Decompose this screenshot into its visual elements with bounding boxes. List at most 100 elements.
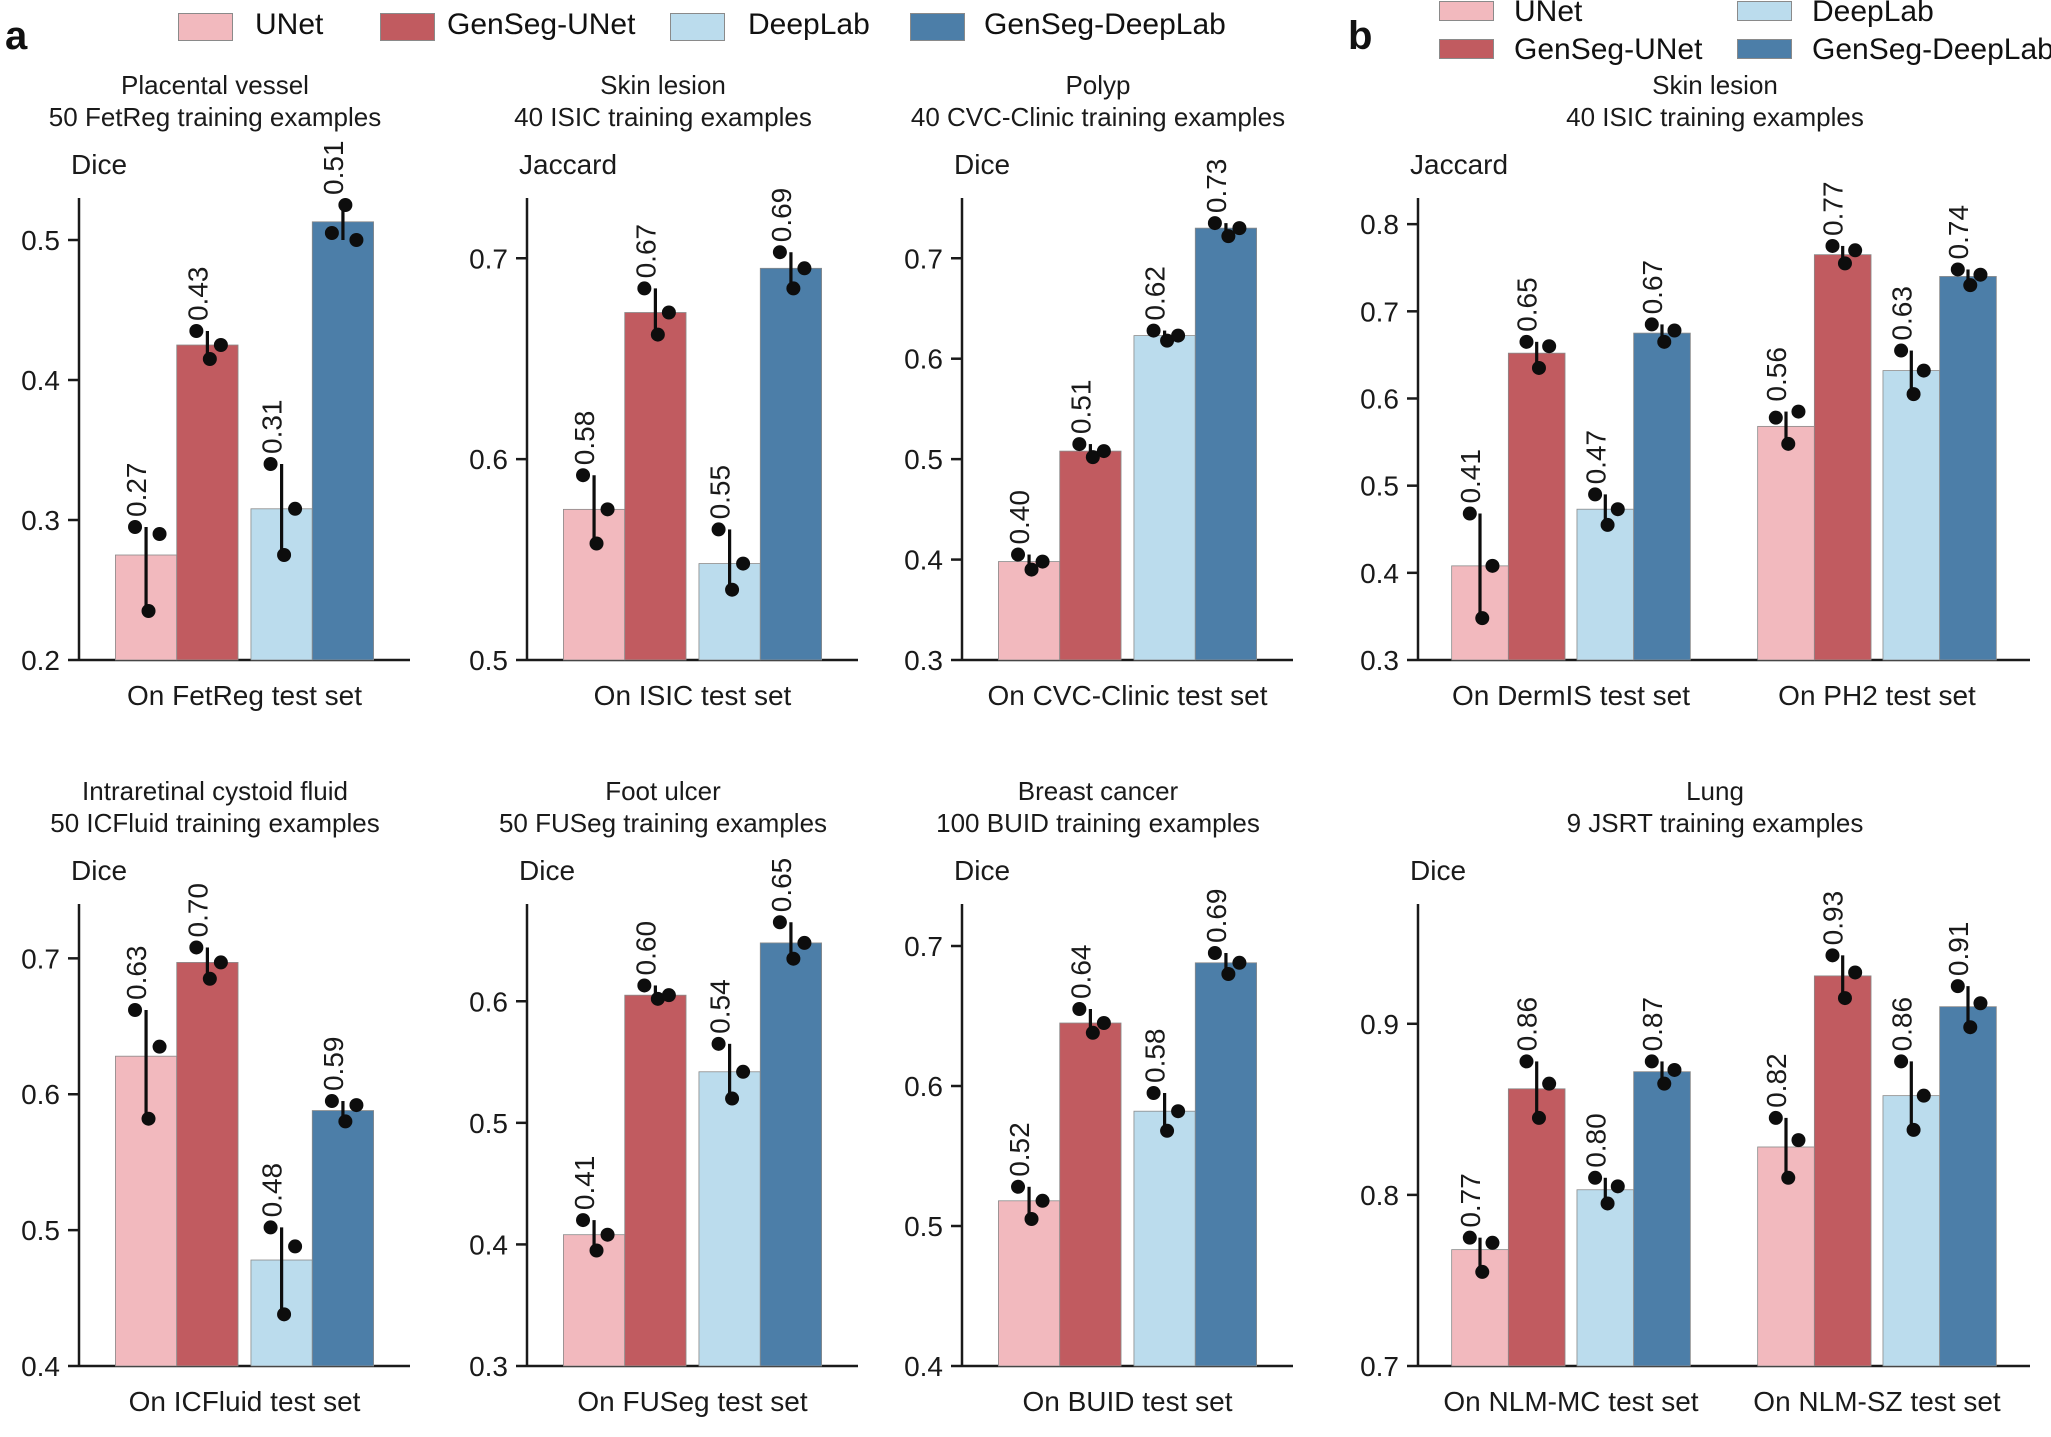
svg-text:0.82: 0.82 xyxy=(1761,1053,1792,1108)
svg-text:0.48: 0.48 xyxy=(257,1163,288,1218)
svg-text:On BUID test set: On BUID test set xyxy=(1022,1386,1232,1417)
svg-text:0.59: 0.59 xyxy=(318,1037,349,1092)
svg-text:0.7: 0.7 xyxy=(904,243,943,274)
svg-text:0.41: 0.41 xyxy=(569,1156,600,1211)
svg-text:0.7: 0.7 xyxy=(469,243,508,274)
svg-text:0.7: 0.7 xyxy=(1360,296,1399,327)
svg-text:On FetReg test set: On FetReg test set xyxy=(127,680,362,711)
svg-text:0.3: 0.3 xyxy=(21,505,60,536)
svg-text:0.6: 0.6 xyxy=(1360,383,1399,414)
svg-text:On NLM-SZ test set: On NLM-SZ test set xyxy=(1753,1386,2001,1417)
svg-text:0.4: 0.4 xyxy=(21,1351,60,1382)
svg-text:On PH2 test set: On PH2 test set xyxy=(1778,680,1976,711)
svg-text:0.7: 0.7 xyxy=(1360,1351,1399,1382)
svg-text:0.40: 0.40 xyxy=(1004,490,1035,545)
svg-text:Jaccard: Jaccard xyxy=(1410,149,1508,180)
svg-text:0.77: 0.77 xyxy=(1818,181,1849,236)
svg-text:0.4: 0.4 xyxy=(21,365,60,396)
svg-text:0.6: 0.6 xyxy=(904,1071,943,1102)
svg-text:Intraretinal cystoid fluid: Intraretinal cystoid fluid xyxy=(82,776,348,806)
svg-text:0.64: 0.64 xyxy=(1065,945,1096,1000)
svg-text:0.67: 0.67 xyxy=(630,224,661,279)
svg-text:Breast cancer: Breast cancer xyxy=(1018,776,1179,806)
svg-text:Placental vessel: Placental vessel xyxy=(121,70,309,100)
svg-text:0.47: 0.47 xyxy=(1580,430,1611,485)
svg-text:9 JSRT training examples: 9 JSRT training examples xyxy=(1567,808,1864,838)
svg-text:0.60: 0.60 xyxy=(630,921,661,976)
svg-text:0.52: 0.52 xyxy=(1004,1122,1035,1177)
svg-text:0.6: 0.6 xyxy=(904,344,943,375)
svg-text:0.2: 0.2 xyxy=(21,645,60,676)
svg-text:50 ICFluid training examples: 50 ICFluid training examples xyxy=(50,808,380,838)
svg-text:0.4: 0.4 xyxy=(469,1229,508,1260)
svg-text:0.62: 0.62 xyxy=(1140,266,1171,321)
svg-text:0.73: 0.73 xyxy=(1201,159,1232,214)
svg-text:0.8: 0.8 xyxy=(1360,209,1399,240)
svg-text:Dice: Dice xyxy=(1410,855,1466,886)
svg-text:0.8: 0.8 xyxy=(1360,1180,1399,1211)
svg-text:0.7: 0.7 xyxy=(904,931,943,962)
svg-text:On NLM-MC test set: On NLM-MC test set xyxy=(1443,1386,1698,1417)
svg-text:0.67: 0.67 xyxy=(1637,260,1668,315)
svg-text:0.69: 0.69 xyxy=(1201,889,1232,944)
svg-text:0.93: 0.93 xyxy=(1818,891,1849,946)
svg-text:0.43: 0.43 xyxy=(182,267,213,322)
svg-text:Dice: Dice xyxy=(519,855,575,886)
svg-text:0.80: 0.80 xyxy=(1580,1113,1611,1168)
svg-text:40 CVC-Clinic training example: 40 CVC-Clinic training examples xyxy=(911,102,1285,132)
svg-text:0.4: 0.4 xyxy=(904,1351,943,1382)
svg-text:0.6: 0.6 xyxy=(469,444,508,475)
svg-text:Dice: Dice xyxy=(954,149,1010,180)
svg-text:0.70: 0.70 xyxy=(182,883,213,938)
svg-text:0.77: 0.77 xyxy=(1455,1173,1486,1228)
svg-text:0.6: 0.6 xyxy=(469,986,508,1017)
svg-text:0.54: 0.54 xyxy=(705,979,736,1034)
svg-text:0.56: 0.56 xyxy=(1761,347,1792,402)
svg-text:0.7: 0.7 xyxy=(21,943,60,974)
svg-text:0.65: 0.65 xyxy=(1512,277,1543,332)
svg-text:0.5: 0.5 xyxy=(904,444,943,475)
svg-text:Jaccard: Jaccard xyxy=(519,149,617,180)
svg-text:40 ISIC training examples: 40 ISIC training examples xyxy=(514,102,812,132)
svg-text:0.91: 0.91 xyxy=(1943,922,1974,977)
svg-text:0.86: 0.86 xyxy=(1886,997,1917,1052)
svg-text:0.6: 0.6 xyxy=(21,1079,60,1110)
svg-text:0.63: 0.63 xyxy=(121,945,152,1000)
svg-text:0.63: 0.63 xyxy=(1886,286,1917,341)
svg-text:0.4: 0.4 xyxy=(904,545,943,576)
svg-text:0.58: 0.58 xyxy=(1140,1029,1171,1084)
svg-text:0.69: 0.69 xyxy=(766,188,797,243)
svg-text:0.41: 0.41 xyxy=(1455,449,1486,504)
svg-text:0.5: 0.5 xyxy=(469,1108,508,1139)
svg-text:0.5: 0.5 xyxy=(904,1211,943,1242)
svg-text:0.31: 0.31 xyxy=(257,400,288,455)
svg-text:Polyp: Polyp xyxy=(1065,70,1130,100)
svg-text:On ICFluid test set: On ICFluid test set xyxy=(129,1386,361,1417)
svg-text:50 FUSeg training examples: 50 FUSeg training examples xyxy=(499,808,827,838)
svg-text:0.9: 0.9 xyxy=(1360,1009,1399,1040)
svg-text:0.5: 0.5 xyxy=(1360,471,1399,502)
svg-text:0.4: 0.4 xyxy=(1360,558,1399,589)
svg-text:0.65: 0.65 xyxy=(766,858,797,913)
svg-text:Dice: Dice xyxy=(954,855,1010,886)
svg-text:On FUSeg test set: On FUSeg test set xyxy=(577,1386,808,1417)
svg-text:Dice: Dice xyxy=(71,855,127,886)
svg-text:0.74: 0.74 xyxy=(1943,205,1974,259)
svg-text:0.3: 0.3 xyxy=(904,645,943,676)
svg-text:0.51: 0.51 xyxy=(318,141,349,196)
svg-text:Skin lesion: Skin lesion xyxy=(1652,70,1778,100)
svg-text:0.5: 0.5 xyxy=(469,645,508,676)
svg-text:0.27: 0.27 xyxy=(121,463,152,518)
svg-text:0.5: 0.5 xyxy=(21,1215,60,1246)
svg-text:40 ISIC training examples: 40 ISIC training examples xyxy=(1566,102,1864,132)
svg-text:Skin lesion: Skin lesion xyxy=(600,70,726,100)
svg-text:0.86: 0.86 xyxy=(1512,997,1543,1052)
svg-text:On CVC-Clinic test set: On CVC-Clinic test set xyxy=(987,680,1267,711)
svg-text:0.3: 0.3 xyxy=(1360,645,1399,676)
svg-text:0.5: 0.5 xyxy=(21,225,60,256)
svg-text:0.55: 0.55 xyxy=(705,465,736,520)
svg-text:50 FetReg training examples: 50 FetReg training examples xyxy=(49,102,381,132)
svg-text:Foot ulcer: Foot ulcer xyxy=(605,776,721,806)
svg-text:Dice: Dice xyxy=(71,149,127,180)
svg-text:On DermIS test set: On DermIS test set xyxy=(1452,680,1690,711)
